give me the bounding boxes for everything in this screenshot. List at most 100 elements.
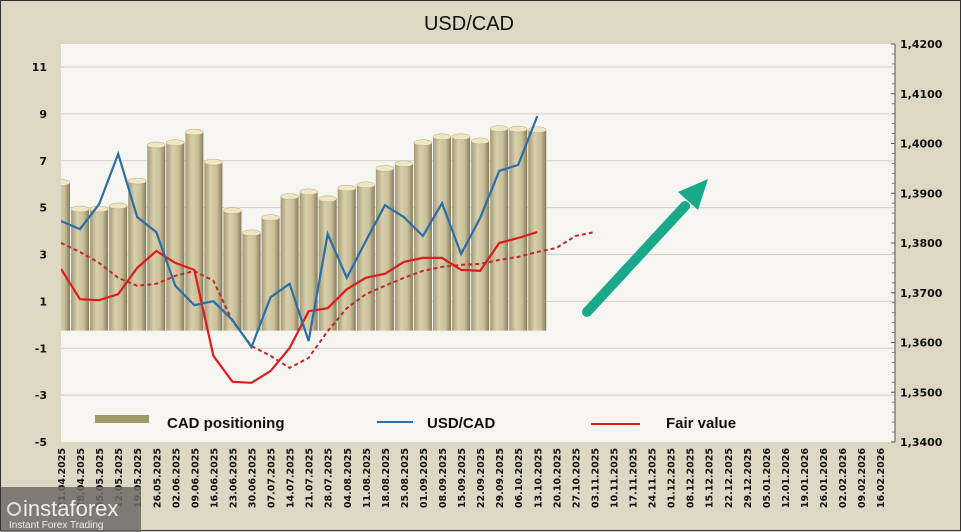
x-axis-tick-label: 29.12.2025 [743, 448, 754, 508]
bar-cad-positioning [243, 233, 261, 331]
x-axis-tick-label: 29.09.2025 [495, 448, 506, 508]
x-axis-tick-label: 28.07.2025 [324, 448, 335, 508]
bar-cad-positioning [147, 145, 165, 331]
x-axis-tick-label: 19.01.2026 [800, 448, 811, 508]
watermark-brand: instaforex [23, 496, 118, 521]
left-axis-tick-label: -3 [35, 389, 47, 402]
legend-label-cad-positioning: CAD positioning [167, 415, 284, 432]
bar-cad-positioning [452, 137, 470, 331]
bar-cap [490, 126, 508, 132]
x-axis-tick-label: 01.12.2025 [667, 448, 678, 508]
right-axis-tick-label: 1,4000 [900, 138, 943, 151]
bar-cad-positioning [433, 137, 451, 331]
bar-cap [414, 140, 432, 146]
legend-label-usdcad: USD/CAD [427, 415, 496, 432]
left-axis-tick-label: 3 [39, 249, 47, 262]
x-axis-tick-label: 14.07.2025 [286, 448, 297, 508]
x-axis-tick-label: 07.07.2025 [267, 448, 278, 508]
bar-cad-positioning [376, 168, 394, 330]
bar-cad-positioning [357, 185, 375, 331]
bar-cad-positioning [90, 209, 108, 331]
x-axis-tick-label: 15.09.2025 [457, 448, 468, 508]
left-axis-tick-label: 1 [39, 295, 47, 308]
bar-cad-positioning [281, 197, 299, 331]
left-axis-tick-label: -5 [35, 436, 47, 449]
x-axis-tick-label: 02.06.2025 [171, 448, 182, 508]
right-axis-tick-label: 1,3400 [900, 436, 943, 449]
legend-swatch-cad-positioning [95, 415, 149, 423]
bar-cap [471, 138, 489, 144]
bar-cap [281, 194, 299, 200]
x-axis-tick-label: 30.06.2025 [248, 448, 259, 508]
x-axis-tick-label: 17.11.2025 [629, 448, 640, 508]
right-axis-tick-label: 1,3800 [900, 237, 943, 250]
bar-cad-positioning [52, 183, 70, 331]
left-axis-tick-label: 11 [32, 61, 47, 74]
right-axis-tick-label: 1,3600 [900, 337, 943, 350]
left-axis-tick-label: -1 [35, 342, 47, 355]
bar-cap [357, 182, 375, 188]
x-axis-tick-label: 12.01.2026 [781, 448, 792, 508]
x-axis-tick-label: 06.10.2025 [514, 448, 525, 508]
watermark-logo: instaforex Instant Forex Trading [1, 487, 141, 532]
bar-cad-positioning [395, 164, 413, 331]
right-axis-tick-label: 1,4100 [900, 88, 943, 101]
left-axis-tick-label: 5 [39, 202, 47, 215]
bar-cap [147, 142, 165, 148]
x-axis-tick-label: 20.10.2025 [552, 448, 563, 508]
x-axis-tick-label: 08.12.2025 [686, 448, 697, 508]
bar-cap [395, 161, 413, 167]
x-axis-tick-label: 09.02.2026 [857, 448, 868, 508]
x-axis-tick-label: 05.01.2026 [762, 448, 773, 508]
bar-cap [243, 230, 261, 236]
bar-cap [319, 196, 337, 202]
left-axis-tick-label: 7 [39, 155, 47, 168]
bar-cap [185, 129, 203, 135]
x-axis-tick-label: 16.02.2026 [876, 448, 887, 508]
x-axis-tick-label: 02.02.2026 [838, 448, 849, 508]
bar-cap [71, 206, 89, 212]
chart-title: USD/CAD [424, 13, 514, 35]
x-axis-tick-label: 22.09.2025 [476, 448, 487, 508]
bar-cap [433, 134, 451, 140]
x-axis-tick-label: 16.06.2025 [209, 448, 220, 508]
x-axis-tick-label: 10.11.2025 [609, 448, 620, 508]
x-axis-tick-label: 25.08.2025 [400, 448, 411, 508]
right-axis-tick-label: 1,3700 [900, 287, 943, 300]
bar-cap [262, 215, 280, 221]
x-axis-tick-label: 08.09.2025 [438, 448, 449, 508]
bar-cap [338, 185, 356, 191]
bar-cad-positioning [509, 129, 527, 331]
x-axis-tick-label: 09.06.2025 [190, 448, 201, 508]
bar-cad-positioning [109, 206, 127, 331]
bar-cad-positioning [490, 129, 508, 331]
x-axis-tick-label: 22.12.2025 [724, 448, 735, 508]
bar-cap [223, 208, 241, 214]
x-axis-tick-label: 24.11.2025 [648, 448, 659, 508]
right-axis-tick-label: 1,4200 [900, 38, 943, 51]
right-axis-tick-label: 1,3900 [900, 187, 943, 200]
bar-cap [300, 189, 318, 195]
x-axis-tick-label: 27.10.2025 [571, 448, 582, 508]
x-axis-tick-label: 01.09.2025 [419, 448, 430, 508]
x-axis-tick-label: 13.10.2025 [533, 448, 544, 508]
x-axis-tick-label: 26.01.2026 [819, 448, 830, 508]
x-axis-tick-label: 26.05.2025 [152, 448, 163, 508]
bar-cap [166, 140, 184, 146]
bar-cad-positioning [471, 141, 489, 331]
legend-label-fair-value: Fair value [666, 415, 736, 432]
bar-cap [52, 180, 70, 186]
bar-cap [376, 165, 394, 171]
x-axis-tick-label: 15.12.2025 [705, 448, 716, 508]
x-axis-tick-label: 21.07.2025 [305, 448, 316, 508]
bar-cap [204, 159, 222, 165]
bar-cap [452, 134, 470, 140]
x-axis-tick-label: 23.06.2025 [228, 448, 239, 508]
bar-cap [128, 178, 146, 184]
watermark-tagline: Instant Forex Trading [9, 520, 104, 531]
right-axis-tick-label: 1,3500 [900, 386, 943, 399]
x-axis-tick-label: 03.11.2025 [590, 448, 601, 508]
bar-cap [109, 203, 127, 209]
